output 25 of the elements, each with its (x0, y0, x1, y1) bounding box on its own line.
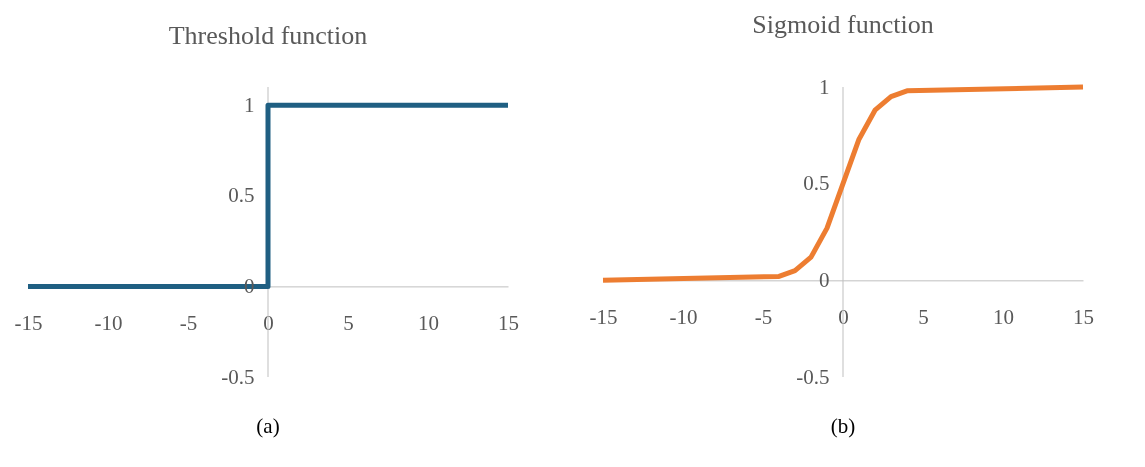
text: (b) (830, 414, 856, 438)
x-tick-label: 10 (418, 310, 439, 335)
x-tick-label: 5 (343, 310, 354, 335)
y-tick-label: 1 (819, 74, 830, 99)
y-tick-label: 0.5 (228, 183, 255, 208)
y-tick-label: 0.5 (803, 171, 830, 196)
y-tick-label: -0.5 (221, 364, 255, 389)
chart-title: Threshold function (168, 20, 368, 50)
x-tick-label: -5 (754, 304, 773, 329)
x-tick-label: -10 (94, 310, 123, 335)
x-tick-label: 0 (838, 304, 849, 329)
x-tick-label: -15 (14, 310, 43, 335)
x-tick-label: 0 (263, 310, 274, 335)
x-tick-label: 5 (918, 304, 929, 329)
x-tick-label: 15 (498, 310, 519, 335)
x-tick-label: 10 (993, 304, 1014, 329)
x-tick-label: -10 (669, 304, 698, 329)
x-tick-label: -15 (589, 304, 618, 329)
y-tick-label: 1 (244, 92, 255, 117)
chart-title: Sigmoid function (752, 10, 934, 39)
y-tick-label: -0.5 (796, 364, 830, 389)
x-tick-label: -5 (179, 310, 198, 335)
y-tick-label: 0 (819, 267, 830, 292)
text: (a) (256, 414, 280, 438)
x-tick-label: 15 (1073, 304, 1094, 329)
